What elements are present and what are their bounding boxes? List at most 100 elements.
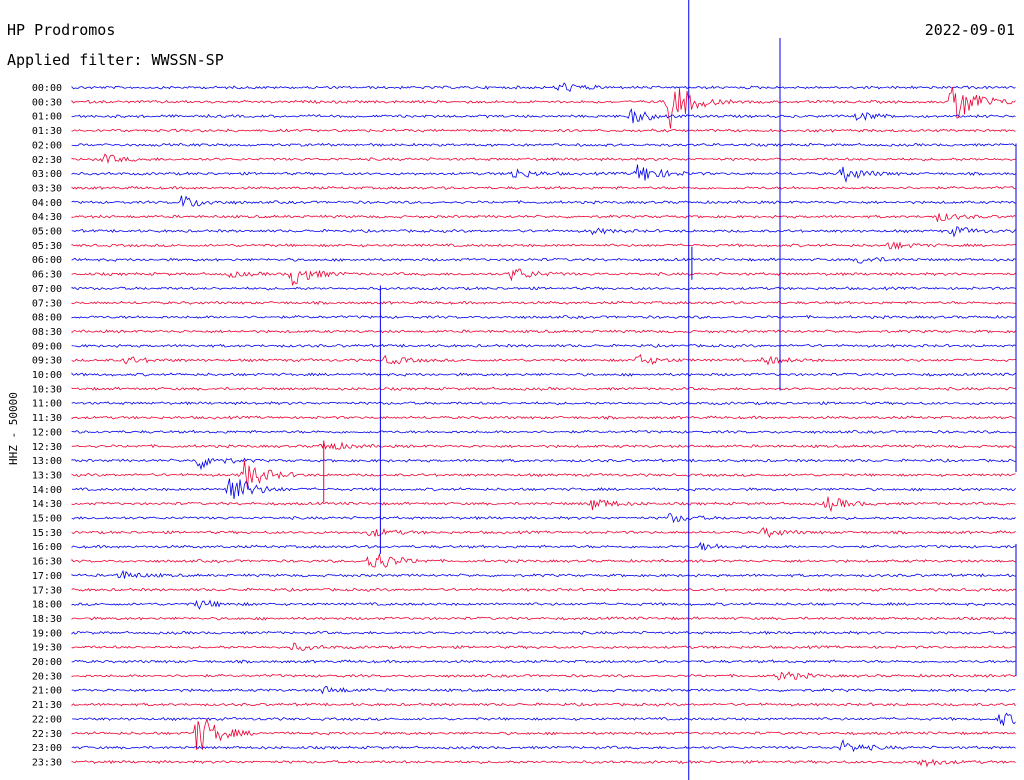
row-label: 01:30 [32, 126, 62, 137]
trace-row [71, 128, 1016, 133]
row-label: 15:30 [32, 528, 62, 539]
date-label: 2022-09-01 [924, 21, 1015, 39]
row-label: 09:30 [32, 356, 62, 367]
row-label: 08:00 [32, 313, 62, 324]
trace-row [71, 343, 1016, 348]
trace-row [71, 429, 1016, 434]
trace-row [71, 587, 1016, 592]
row-label: 13:00 [32, 456, 62, 467]
row-label: 09:00 [32, 341, 62, 352]
trace-row [71, 527, 1016, 539]
row-label: 03:00 [32, 169, 62, 180]
trace-row [71, 415, 1016, 420]
row-label: 12:30 [32, 442, 62, 453]
trace-row [71, 401, 1016, 406]
row-label: 00:30 [32, 97, 62, 108]
row-label: 19:30 [32, 643, 62, 654]
trace-row [71, 164, 1016, 184]
row-label: 23:30 [32, 757, 62, 768]
row-label: 08:30 [32, 327, 62, 338]
trace-row [71, 372, 1016, 377]
trace-row [71, 478, 1016, 500]
row-label: 11:30 [32, 413, 62, 424]
trace-row [71, 286, 1016, 291]
trace-row [71, 569, 1016, 579]
trace-row [71, 541, 1016, 551]
trace-row [71, 353, 1016, 366]
trace-row [71, 599, 1016, 610]
trace-row [71, 758, 1016, 768]
station-title: HP Prodromos [7, 21, 116, 39]
trace-row [71, 460, 1016, 490]
trace-row [71, 329, 1016, 334]
row-label: 01:00 [32, 112, 62, 123]
trace-row [71, 185, 1016, 190]
row-label: 14:30 [32, 499, 62, 510]
trace-row [71, 671, 1016, 681]
row-label: 20:30 [32, 671, 62, 682]
row-label: 22:00 [32, 714, 62, 725]
row-label: 19:00 [32, 628, 62, 639]
row-label: 22:30 [32, 729, 62, 740]
filter-label: Applied filter: WWSSN-SP [7, 51, 224, 69]
trace-row [71, 441, 1016, 450]
row-label: 03:30 [32, 183, 62, 194]
trace-row [71, 712, 1016, 726]
trace-row [71, 213, 1016, 222]
row-label: 06:00 [32, 255, 62, 266]
trace-row [71, 718, 1016, 750]
row-label: 07:00 [32, 284, 62, 295]
row-label: 21:00 [32, 686, 62, 697]
row-label: 17:30 [32, 585, 62, 596]
row-label: 16:30 [32, 557, 62, 568]
row-label: 04:00 [32, 198, 62, 209]
trace-row [71, 195, 1016, 208]
row-label: 20:00 [32, 657, 62, 668]
row-label: 12:00 [32, 427, 62, 438]
row-label: 00:00 [32, 83, 62, 94]
row-label: 23:00 [32, 743, 62, 754]
trace-row [71, 616, 1016, 621]
trace-row [71, 553, 1016, 568]
trace-row [71, 496, 1016, 513]
trace-row [71, 82, 1016, 93]
trace-row [71, 739, 1016, 753]
trace-row [71, 300, 1016, 306]
row-label: 07:30 [32, 298, 62, 309]
row-label: 15:00 [32, 514, 62, 525]
row-label: 16:00 [32, 542, 62, 553]
trace-row [71, 457, 1016, 471]
trace-row [71, 702, 1016, 707]
row-label: 05:00 [32, 227, 62, 238]
trace-row [71, 642, 1016, 651]
row-label: 02:30 [32, 155, 62, 166]
row-label: 04:30 [32, 212, 62, 223]
row-label: 06:30 [32, 270, 62, 281]
row-label: 10:00 [32, 370, 62, 381]
trace-row [71, 314, 1016, 320]
row-label: 11:00 [32, 399, 62, 410]
trace-row [71, 241, 1016, 250]
trace-row [71, 513, 1016, 524]
trace-row [71, 142, 1016, 148]
trace-row [71, 686, 1016, 695]
row-label: 18:30 [32, 614, 62, 625]
row-label: 18:00 [32, 600, 62, 611]
trace-row [71, 108, 1016, 124]
row-label: 14:00 [32, 485, 62, 496]
trace-row [71, 225, 1016, 238]
row-label: 17:00 [32, 571, 62, 582]
trace-row [71, 386, 1016, 391]
trace-row [71, 87, 1016, 129]
row-label: 10:30 [32, 384, 62, 395]
row-label: 13:30 [32, 470, 62, 481]
trace-row [71, 630, 1016, 635]
trace-row [71, 268, 1016, 286]
trace-row [71, 659, 1016, 664]
trace-row [71, 257, 1016, 264]
trace-row [71, 153, 1016, 165]
row-label: 21:30 [32, 700, 62, 711]
row-label: 05:30 [32, 241, 62, 252]
row-label: 02:00 [32, 140, 62, 151]
